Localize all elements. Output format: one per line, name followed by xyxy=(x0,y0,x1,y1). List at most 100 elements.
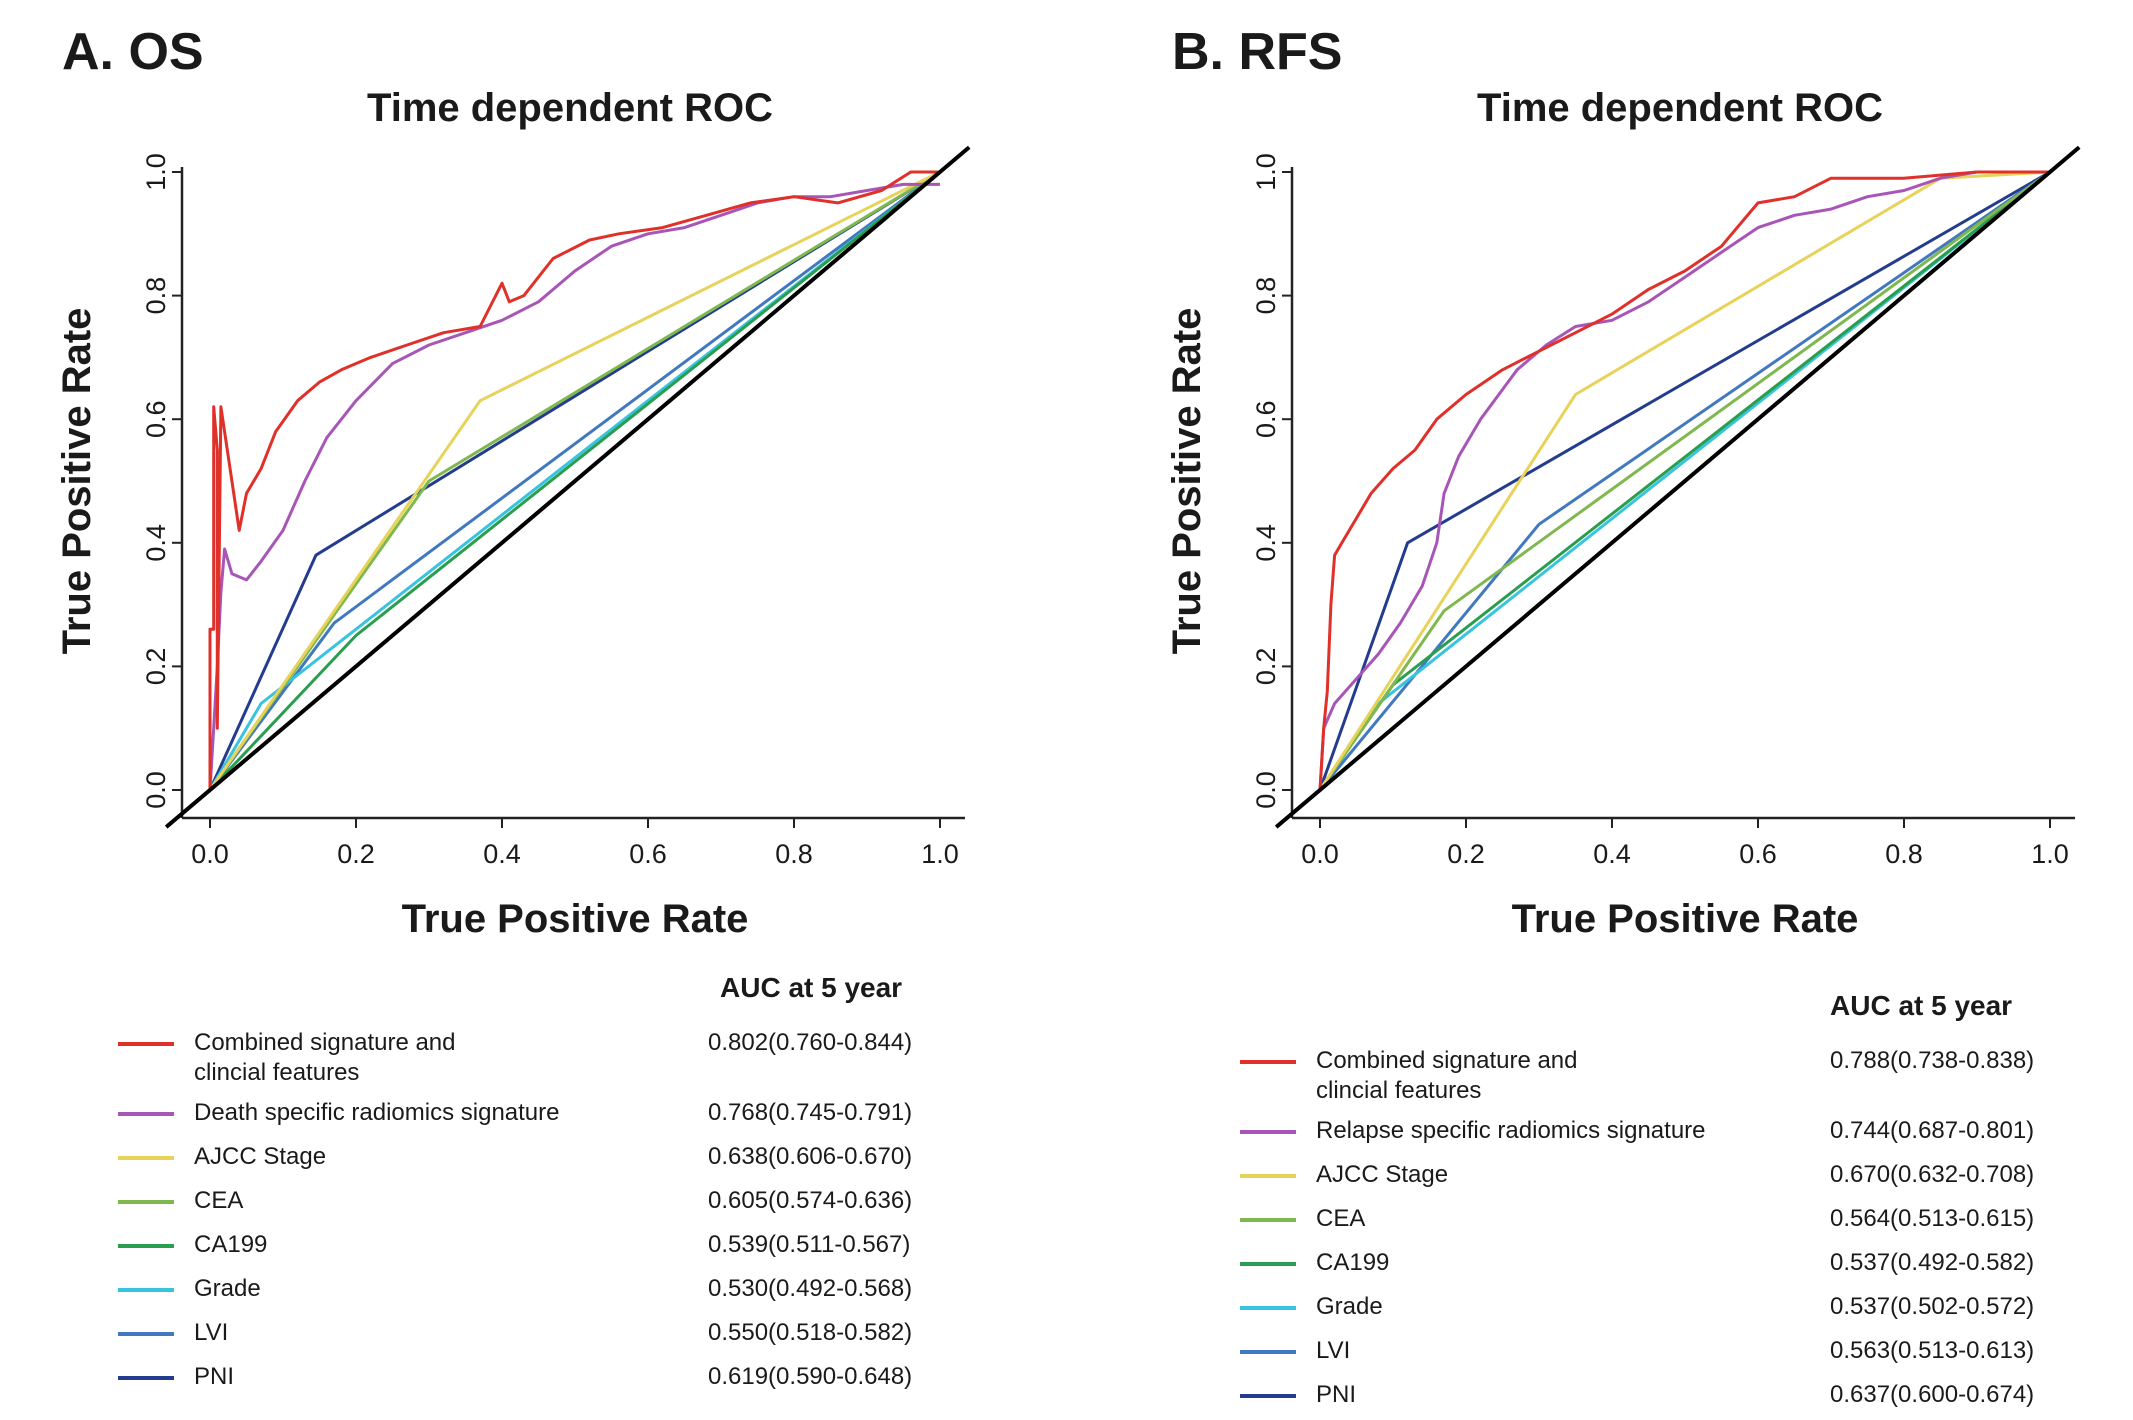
y-tick-label: 0.6 xyxy=(141,400,171,438)
legend-auc-value: 0.605(0.574-0.636) xyxy=(708,1187,913,1214)
x-tick-label: 0.8 xyxy=(1885,839,1923,869)
x-axis-label: True Positive Rate xyxy=(1512,897,1859,941)
x-tick-label: 0.6 xyxy=(629,839,667,869)
legend-label-line: clincial features xyxy=(194,1059,360,1086)
legend-swatch xyxy=(118,1200,174,1204)
legend-label-line: CEA xyxy=(194,1187,244,1214)
y-tick-label: 1.0 xyxy=(1251,153,1281,191)
legend-label-line: PNI xyxy=(194,1363,235,1390)
legend-item: CA199 0.539(0.511-0.567) xyxy=(118,1230,1018,1270)
legend-item: LVI 0.563(0.513-0.613) xyxy=(1240,1336,2133,1376)
legend-label: Combined signature and clincial features xyxy=(1316,1046,1736,1106)
legend-label-line: AJCC Stage xyxy=(1316,1161,1449,1188)
x-tick-label: 0.4 xyxy=(483,839,521,869)
series-line xyxy=(208,170,941,792)
legend-auc-value: 0.537(0.502-0.572) xyxy=(1830,1293,2035,1320)
legend-swatch xyxy=(1240,1218,1296,1222)
legend-item: Combined signature and clincial features 0… xyxy=(118,1028,1018,1086)
legend-item: Grade 0.530(0.492-0.568) xyxy=(118,1274,1018,1314)
panel-label: A. OS xyxy=(62,23,204,81)
y-axis-label: True Positive Rate xyxy=(55,308,99,655)
y-tick-label: 0.4 xyxy=(1251,524,1281,562)
legend-label: AJCC Stage xyxy=(1316,1160,1736,1190)
legend-label-line: Grade xyxy=(194,1275,261,1302)
legend-label-line: CEA xyxy=(1316,1205,1366,1232)
reference-diagonal xyxy=(1274,145,2081,829)
x-tick-label: 0.2 xyxy=(1447,839,1485,869)
chart-title: Time dependent ROC xyxy=(1477,86,1883,130)
y-tick-label: 1.0 xyxy=(141,153,171,191)
y-tick-label: 0.2 xyxy=(141,648,171,686)
series-line xyxy=(1318,170,2051,791)
series-line xyxy=(1318,170,2050,791)
legend-label: CEA xyxy=(194,1186,614,1216)
legend-auc-value: 0.550(0.518-0.582) xyxy=(708,1319,913,1346)
legend-label-line: Relapse specific radiomics signature xyxy=(1316,1117,1706,1144)
y-tick-label: 0.0 xyxy=(1251,771,1281,809)
legend-title: AUC at 5 year xyxy=(720,972,903,1003)
legend-label-line: LVI xyxy=(194,1319,229,1346)
chart-title: Time dependent ROC xyxy=(367,86,773,130)
legend-auc-value: 0.537(0.492-0.582) xyxy=(1830,1249,2035,1276)
legend-swatch xyxy=(118,1332,174,1336)
legend-label-line: Death specific radiomics signature xyxy=(194,1099,560,1126)
legend-label-line: CA199 xyxy=(1316,1249,1390,1276)
x-tick-label: 0.0 xyxy=(191,839,229,869)
legend-auc-value: 0.802(0.760-0.844) xyxy=(708,1029,913,1056)
y-tick-label: 0.4 xyxy=(141,524,171,562)
legend-swatch xyxy=(1240,1350,1296,1354)
legend-swatch xyxy=(1240,1306,1296,1310)
series-line xyxy=(208,170,941,791)
legend-auc-value: 0.563(0.513-0.613) xyxy=(1830,1337,2035,1364)
series-line xyxy=(1318,170,2051,791)
chart-panel-rfs: B. RFS Time dependent ROC 0.0 0.2 0.4 0.6 0.… xyxy=(1110,0,2133,1416)
legend-item: AJCC Stage 0.638(0.606-0.670) xyxy=(118,1142,1018,1182)
legend-auc-value: 0.530(0.492-0.568) xyxy=(708,1275,913,1302)
x-tick-label: 1.0 xyxy=(2031,839,2069,869)
legend-label: Death specific radiomics signature xyxy=(194,1098,614,1128)
legend-label: Combined signature and clincial features xyxy=(194,1028,614,1088)
legend-auc-value: 0.619(0.590-0.648) xyxy=(708,1363,913,1390)
roc-plot: 0.0 0.2 0.4 0.6 0.8 1.0 0.0 0.2 0.4 0.6 0.8 1.0 True… xyxy=(1165,145,2081,941)
legend-swatch xyxy=(118,1288,174,1292)
legend-label-line: Grade xyxy=(1316,1293,1383,1320)
legend-item: Relapse specific radiomics signature 0.74… xyxy=(1240,1116,2133,1156)
legend-label-line: LVI xyxy=(1316,1337,1351,1364)
legend-label: Relapse specific radiomics signature xyxy=(1316,1116,1736,1146)
series-line xyxy=(208,170,941,791)
legend-label: Grade xyxy=(1316,1292,1736,1322)
legend-label: AJCC Stage xyxy=(194,1142,614,1172)
legend-item: CEA 0.564(0.513-0.615) xyxy=(1240,1204,2133,1244)
y-tick-label: 0.8 xyxy=(1251,277,1281,315)
legend-swatch xyxy=(1240,1262,1296,1266)
legend-swatch xyxy=(1240,1394,1296,1398)
legend-swatch xyxy=(1240,1060,1296,1064)
legend-item: Combined signature and clincial features 0… xyxy=(1240,1046,2133,1104)
legend-auc-value: 0.564(0.513-0.615) xyxy=(1830,1205,2035,1232)
series-line xyxy=(1318,170,2051,791)
legend-label: PNI xyxy=(1316,1380,1736,1410)
legend-item: PNI 0.637(0.600-0.674) xyxy=(1240,1380,2133,1420)
legend-swatch xyxy=(1240,1130,1296,1134)
legend-label: Grade xyxy=(194,1274,614,1304)
legend-label-line: Combined signature and xyxy=(1316,1047,1578,1074)
legend-item: Grade 0.537(0.502-0.572) xyxy=(1240,1292,2133,1332)
legend-label: LVI xyxy=(194,1318,614,1348)
legend-auc-value: 0.539(0.511-0.567) xyxy=(708,1231,911,1258)
series-line xyxy=(208,170,941,791)
x-tick-label: 0.8 xyxy=(775,839,813,869)
legend-auc-value: 0.638(0.606-0.670) xyxy=(708,1143,913,1170)
legend-label: LVI xyxy=(1316,1336,1736,1366)
y-tick-label: 0.2 xyxy=(1251,648,1281,686)
x-tick-label: 1.0 xyxy=(921,839,959,869)
roc-plot: 0.0 0.2 0.4 0.6 0.8 1.0 0.0 0.2 0.4 0.6 0.8 1.0 True… xyxy=(55,145,971,941)
chart-panel-os: A. OS Time dependent ROC 0.0 0.2 0.4 0.6 0.8… xyxy=(0,0,1066,1416)
series-line xyxy=(208,170,940,790)
x-tick-label: 0.4 xyxy=(1593,839,1631,869)
y-tick-label: 0.8 xyxy=(141,277,171,315)
legend-auc-value: 0.768(0.745-0.791) xyxy=(708,1099,913,1126)
y-axis-label: True Positive Rate xyxy=(1165,308,1209,655)
legend-label: CA199 xyxy=(1316,1248,1736,1278)
legend-auc-value: 0.788(0.738-0.838) xyxy=(1830,1047,2035,1074)
y-tick-label: 0.0 xyxy=(141,771,171,809)
